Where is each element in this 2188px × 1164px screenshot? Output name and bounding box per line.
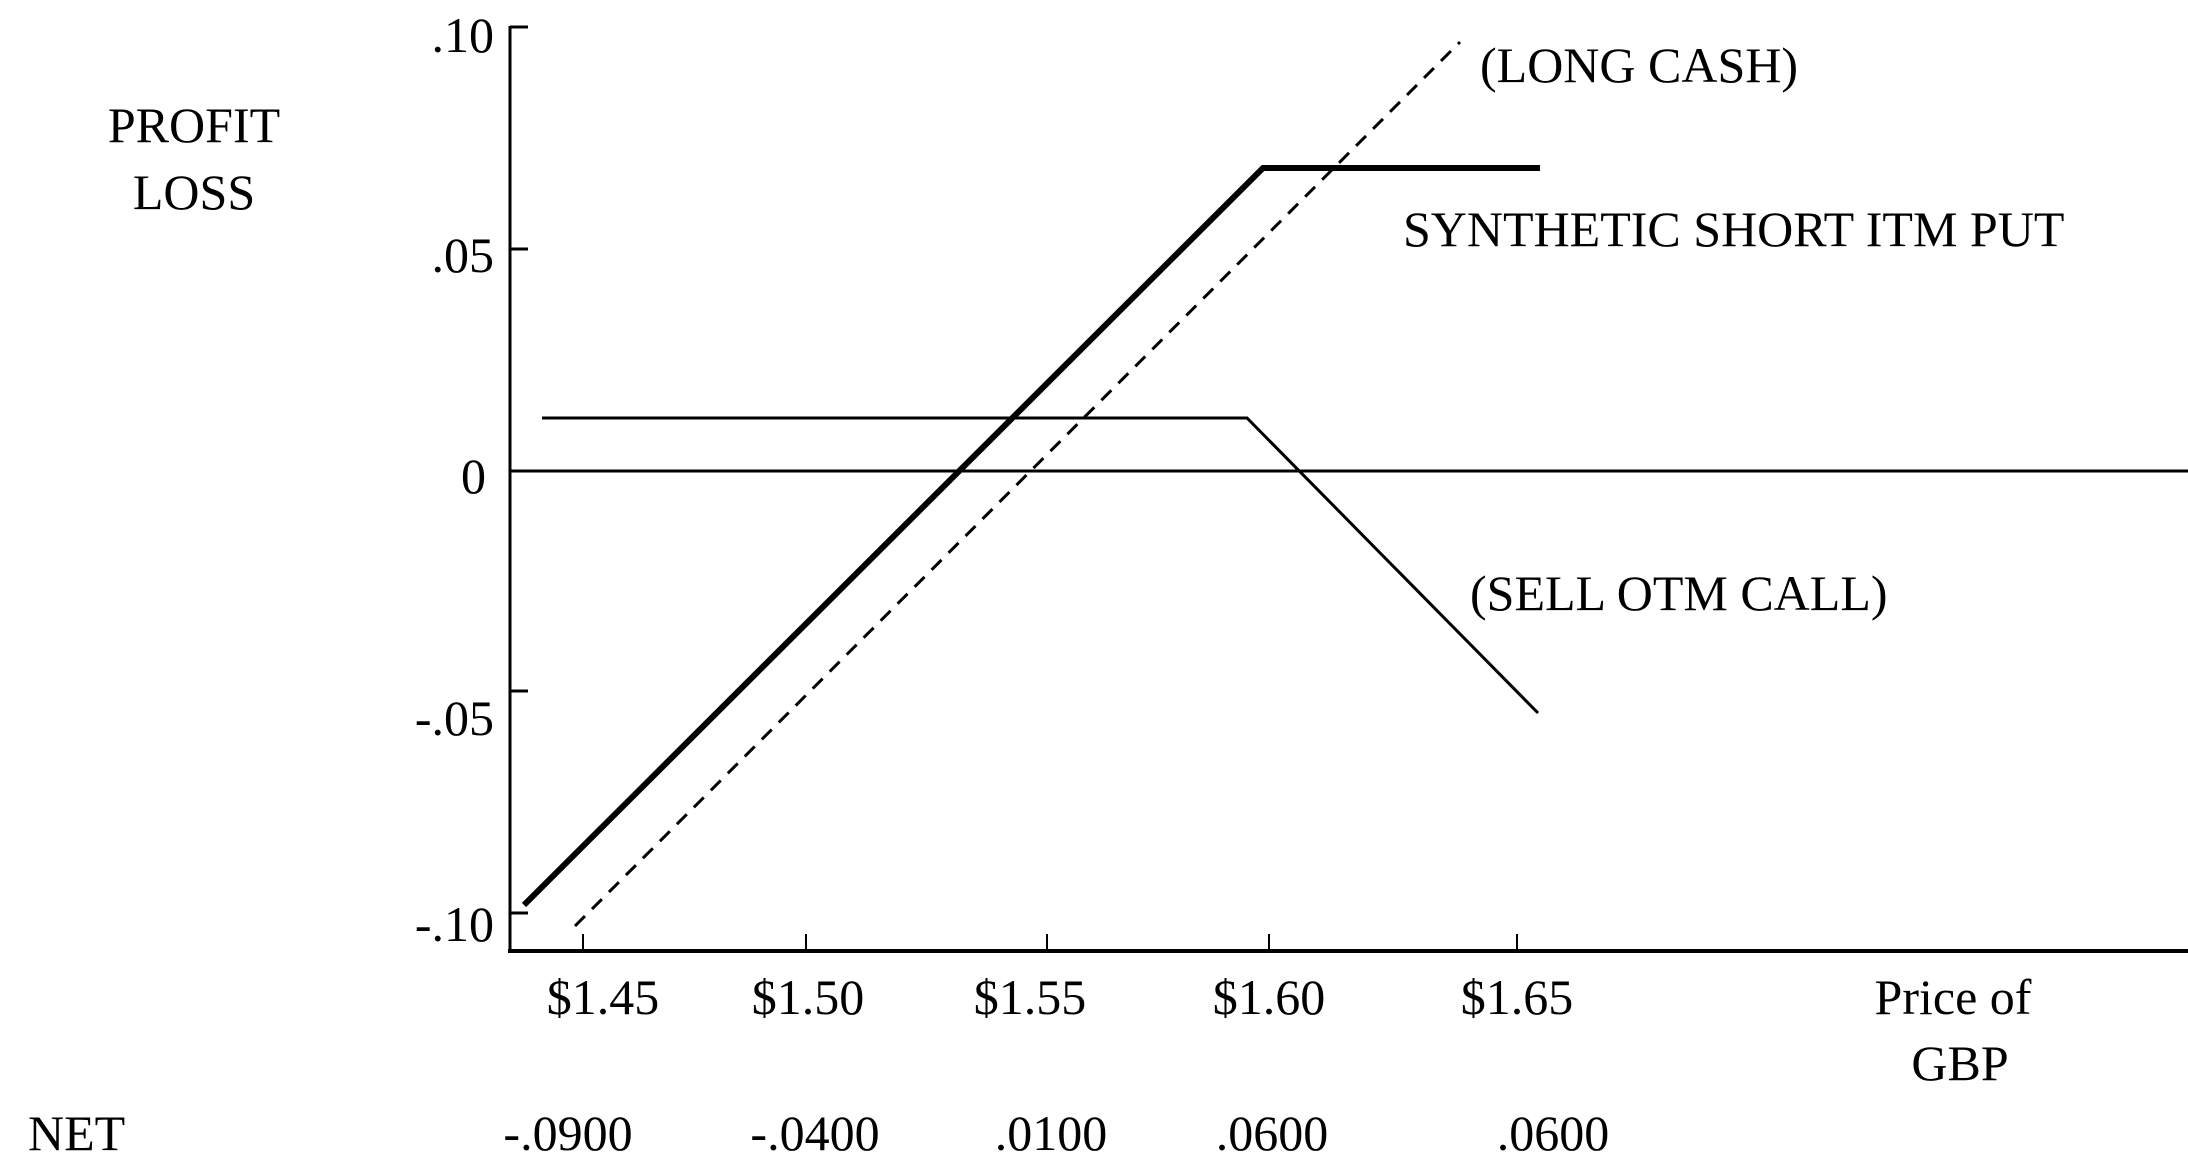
y-tick-label: 0 — [461, 448, 486, 504]
x-tick-label: $1.60 — [1213, 969, 1326, 1025]
series-synthetic-short-itm-put — [521, 165, 1540, 908]
x-tick-label: $1.50 — [752, 969, 865, 1025]
series-long-cash — [573, 40, 1462, 928]
x-ticks: $1.45 $1.50 $1.55 $1.60 $1.65 Price of G… — [547, 934, 2032, 1091]
y-tick-label: .05 — [432, 227, 495, 283]
net-value: .0100 — [995, 1105, 1108, 1161]
x-tick-label: $1.45 — [547, 969, 660, 1025]
net-value: .0600 — [1497, 1105, 1610, 1161]
net-row: NET -.0900 -.0400 .0100 .0600 .0600 — [28, 1105, 1609, 1161]
x-axis-label-gbp: GBP — [1911, 1035, 2008, 1091]
y-ticks: .10 .05 0 -.05 -.10 — [415, 7, 528, 952]
annotation-sell-otm-call: (SELL OTM CALL) — [1470, 565, 1888, 621]
y-axis-label-loss: LOSS — [133, 164, 255, 220]
annotation-long-cash: (LONG CASH) — [1480, 37, 1798, 93]
net-label: NET — [28, 1105, 125, 1161]
y-axis-label-profit: PROFIT — [108, 97, 280, 153]
series-sell-otm-call — [542, 416, 1540, 715]
net-value: .0600 — [1216, 1105, 1329, 1161]
y-tick-label: -.05 — [415, 690, 494, 746]
net-value: -.0900 — [503, 1105, 632, 1161]
x-tick-label: $1.55 — [974, 969, 1087, 1025]
y-tick-label: .10 — [432, 7, 495, 63]
x-axis-label-price-of: Price of — [1875, 969, 2032, 1025]
y-tick-label: -.10 — [415, 896, 494, 952]
axes — [508, 26, 2188, 953]
x-tick-label: $1.65 — [1461, 969, 1574, 1025]
net-value: -.0400 — [750, 1105, 879, 1161]
y-axis-label: PROFIT LOSS — [108, 97, 280, 220]
annotation-synthetic-short-itm-put: SYNTHETIC SHORT ITM PUT — [1403, 201, 2064, 257]
